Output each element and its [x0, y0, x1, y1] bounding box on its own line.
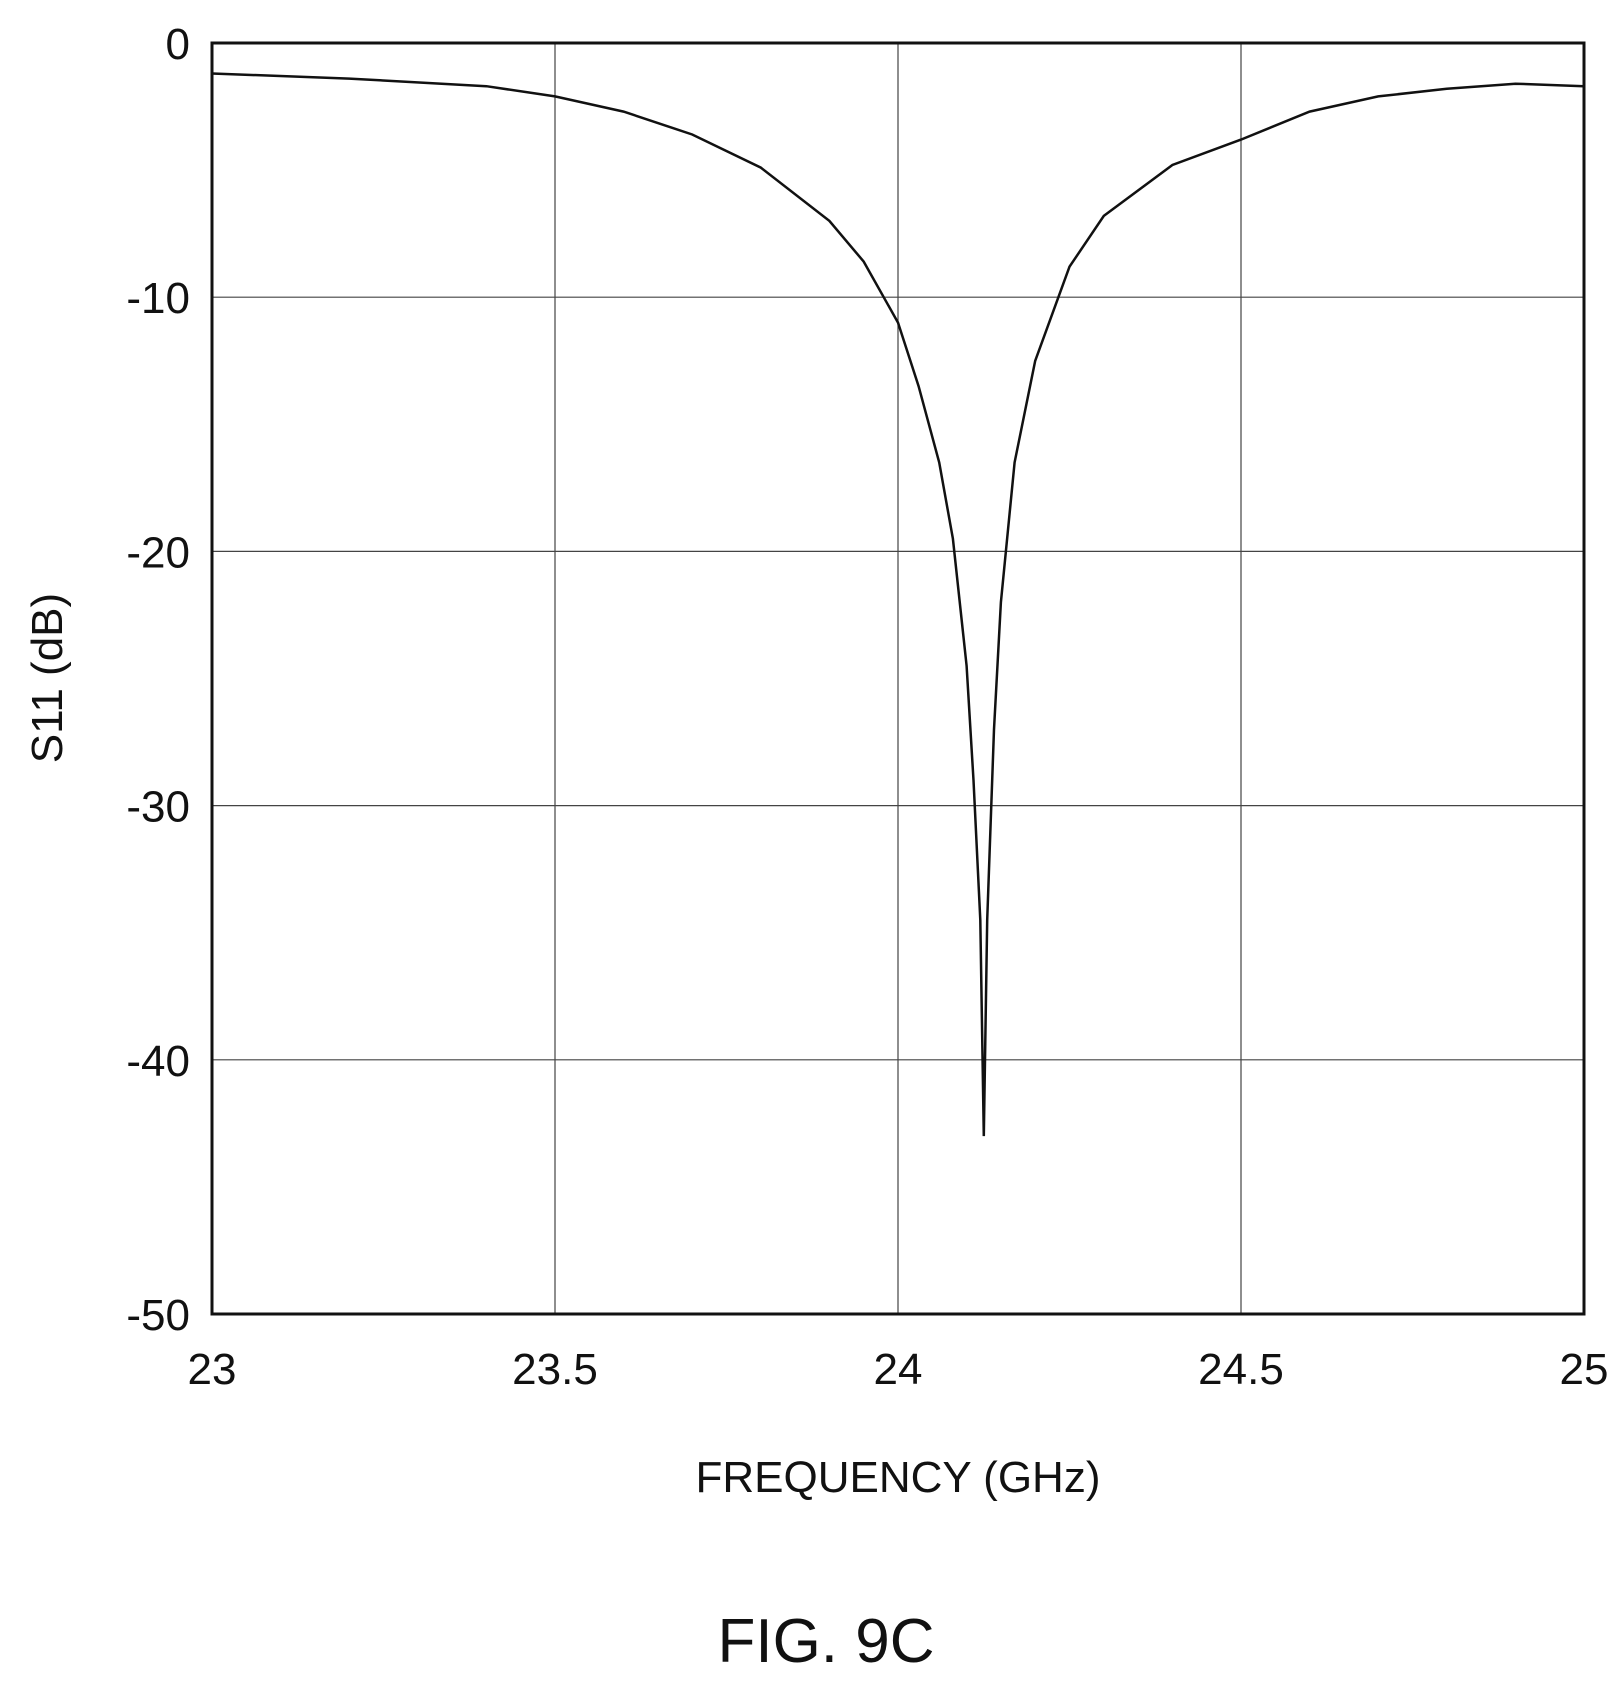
x-tick-label: 24: [874, 1345, 923, 1394]
y-tick-label: -40: [126, 1037, 190, 1086]
plot-frame: [210, 41, 1586, 1316]
y-tick-label: 0: [166, 20, 190, 69]
s11-curve: [211, 72, 1585, 1137]
y-tick-label: -10: [126, 274, 190, 323]
x-axis-label: FREQUENCY (GHz): [696, 1453, 1101, 1502]
y-axis-label: S11 (dB): [23, 593, 72, 763]
x-tick-label: 25: [1560, 1345, 1609, 1394]
figure-label: FIG. 9C: [717, 1607, 934, 1676]
y-tick-label: -30: [126, 783, 190, 832]
y-tick-label: -50: [126, 1291, 190, 1340]
x-tick-label: 23.5: [512, 1345, 598, 1394]
grid-lines: [212, 43, 1584, 1314]
x-tick-label: 23: [188, 1345, 237, 1394]
y-tick-labels: 0 -10 -20 -30 -40 -50: [126, 20, 190, 1340]
y-tick-label: -20: [126, 528, 190, 577]
x-tick-labels: 23 23.5 24 24.5 25: [188, 1345, 1609, 1394]
x-tick-label: 24.5: [1198, 1345, 1284, 1394]
